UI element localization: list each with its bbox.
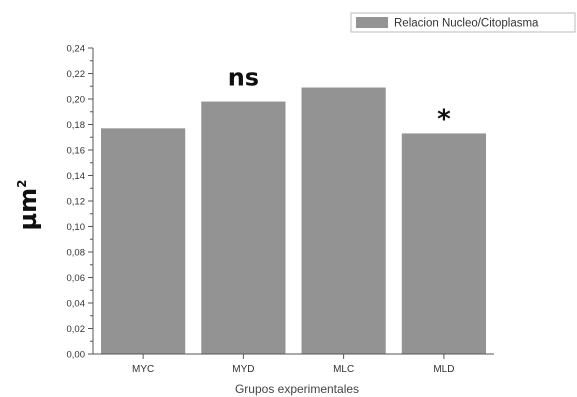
y-tick-label: 0,02 [67, 324, 86, 335]
x-tick-label: MLC [333, 364, 354, 375]
svg-text:µm2: µm2 [14, 179, 42, 230]
x-axis-title: Grupos experimentales [235, 382, 359, 396]
x-tick-label: MYD [232, 364, 254, 375]
y-tick-label: 0,12 [67, 197, 86, 208]
y-axis-title-text: µm [14, 188, 42, 231]
y-tick-label: 0,20 [67, 95, 86, 106]
bar-myc [101, 128, 186, 354]
y-tick-label: 0,14 [67, 171, 86, 182]
x-tick-label: MYC [132, 364, 154, 375]
y-tick-label: 0,22 [67, 69, 86, 80]
y-tick-label: 0,06 [67, 273, 86, 284]
legend-box [350, 12, 576, 33]
y-tick-label: 0,10 [67, 222, 86, 233]
y-axis-title-superscript: 2 [15, 179, 29, 187]
bar-mlc [301, 87, 386, 355]
bars [101, 87, 486, 355]
y-axis-ticks: 0,00 0,02 0,04 0,06 0,08 0,10 0,12 0,14 0,16 0,18… [67, 44, 93, 361]
y-tick-label: 0,00 [67, 350, 86, 361]
legend-swatch [356, 17, 388, 28]
bar-myd [201, 101, 286, 354]
bar-mld [401, 133, 486, 354]
y-axis-title: µm2 [14, 179, 42, 230]
y-tick-label: 0,04 [67, 299, 86, 310]
x-axis-labels: MYC MYD MLC MLD [132, 354, 454, 375]
legend: Relacion Nucleo/Citoplasma [350, 12, 576, 33]
y-tick-label: 0,08 [67, 248, 86, 259]
legend-label: Relacion Nucleo/Citoplasma [394, 18, 539, 30]
significance-asterisk: * [437, 104, 451, 134]
x-tick-label: MLD [433, 364, 454, 375]
y-tick-label: 0,16 [67, 146, 86, 157]
annotations: ns * [228, 64, 451, 135]
y-tick-label: 0,18 [67, 120, 86, 131]
significance-ns-label: ns [228, 64, 259, 92]
y-tick-label: 0,24 [67, 44, 86, 55]
